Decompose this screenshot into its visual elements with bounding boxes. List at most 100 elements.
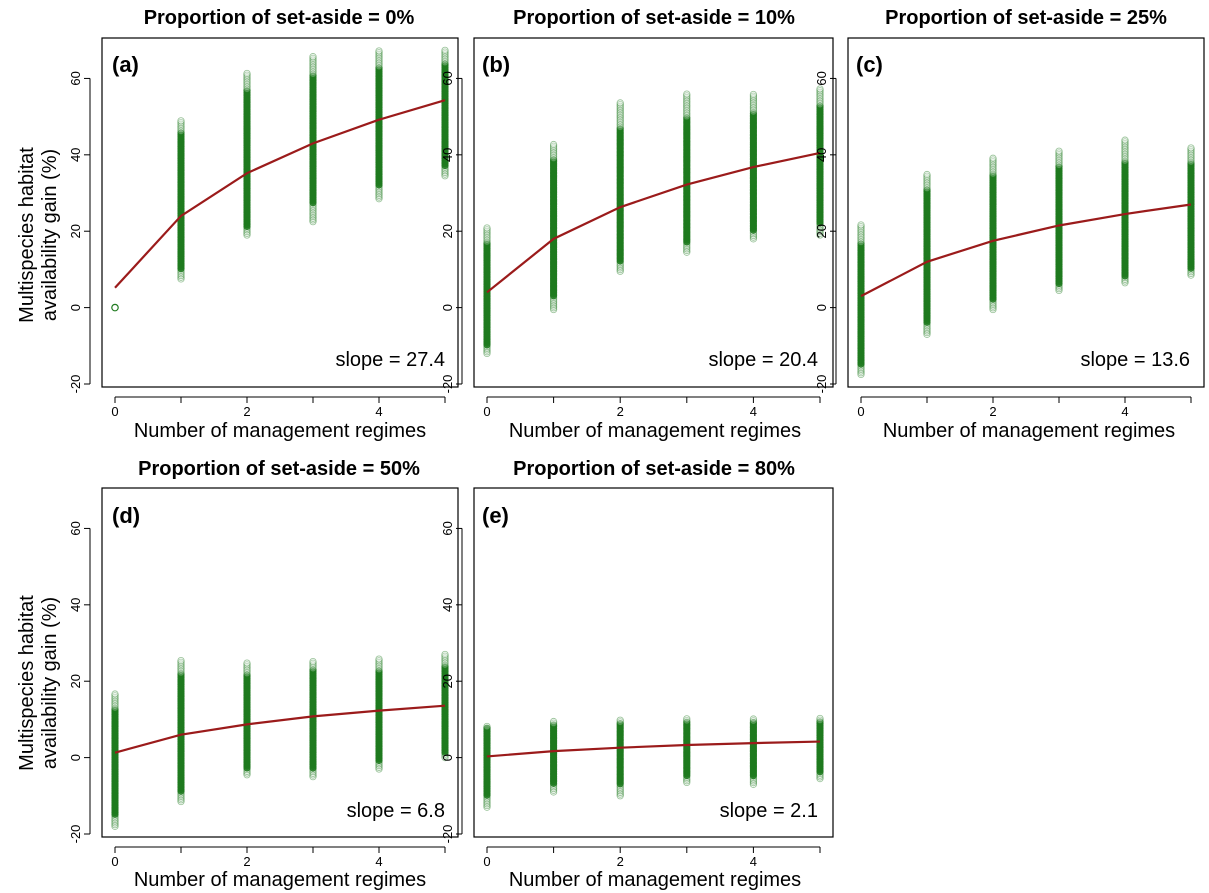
data-point [483, 236, 491, 244]
data-point [923, 184, 931, 192]
data-point [483, 229, 491, 237]
data-point [616, 267, 624, 275]
data-point [923, 182, 931, 191]
data-point [1121, 158, 1129, 167]
data-point [749, 715, 758, 723]
y-tick-label: -20 [440, 375, 455, 394]
data-point [177, 667, 185, 675]
data-point [816, 90, 824, 98]
data-point [243, 69, 251, 78]
data-point [375, 655, 383, 663]
data-point [1187, 271, 1195, 279]
fitted-line [114, 704, 446, 754]
data-point [749, 780, 758, 788]
data-point [177, 120, 185, 128]
data-point [1055, 151, 1063, 159]
data-point [989, 304, 997, 312]
data-point [375, 191, 383, 199]
data-point [923, 186, 931, 194]
data-point [616, 119, 624, 128]
data-point [111, 819, 119, 827]
panel-label: (d) [112, 503, 140, 528]
x-tick-label: 4 [375, 854, 382, 869]
data-point [749, 235, 758, 243]
data-point [111, 705, 119, 714]
data-point [441, 57, 449, 65]
data-point [549, 144, 558, 152]
data-point [375, 188, 383, 196]
y-tick-label: 0 [440, 304, 455, 311]
data-point [375, 57, 383, 65]
data-point [923, 179, 931, 187]
data-point [989, 302, 997, 310]
data-point [616, 116, 624, 124]
data-point [989, 170, 997, 178]
y-axis-label-top-line2: availability gain (%) [39, 149, 61, 321]
data-point [483, 226, 491, 234]
data-point [1187, 159, 1195, 168]
data-point [111, 817, 119, 825]
data-point [549, 299, 558, 307]
data-point [309, 657, 317, 666]
data-point [1121, 145, 1129, 153]
data-point [683, 105, 691, 114]
data-point [816, 87, 824, 95]
data-point [441, 51, 449, 60]
data-point [483, 348, 491, 356]
data-point [177, 658, 185, 666]
x-tick-label: 0 [111, 854, 118, 869]
data-point [243, 671, 251, 679]
y-tick-label: 40 [68, 598, 83, 612]
data-point [309, 212, 317, 221]
data-point [309, 58, 317, 66]
panel-c: Proportion of set-aside = 25% (c) -20020… [814, 7, 1205, 442]
data-point [375, 50, 383, 58]
data-point [816, 95, 824, 103]
panel-label: (e) [482, 503, 509, 528]
data-point [309, 59, 317, 68]
data-point [857, 369, 865, 377]
data-point [309, 664, 317, 673]
data-point [375, 763, 383, 771]
data-point [441, 50, 449, 58]
data-point [989, 171, 997, 180]
data-point [549, 304, 558, 312]
data-point [375, 662, 383, 670]
data-point [441, 656, 449, 664]
data-point [375, 61, 383, 69]
data-point [683, 715, 691, 723]
data-point [441, 46, 449, 54]
data-point [375, 665, 383, 673]
x-tick-label: 4 [375, 404, 382, 419]
data-point [683, 107, 691, 115]
data-point [683, 718, 691, 726]
data-point [616, 118, 624, 126]
data-point [989, 164, 997, 173]
data-point [309, 68, 317, 76]
data-point [616, 99, 624, 107]
data-point [441, 659, 449, 667]
plot-area: -20 0 20 40 60 0 2 4 [440, 521, 824, 869]
data-point [243, 81, 251, 90]
data-point [816, 718, 824, 726]
data-point [857, 367, 865, 375]
y-tick-label: 20 [440, 224, 455, 238]
data-point [483, 238, 491, 246]
data-point [616, 102, 624, 110]
data-point [549, 142, 558, 150]
data-point [483, 239, 491, 248]
y-tick-label: 40 [68, 148, 83, 162]
data-point [857, 226, 865, 234]
x-axis-label: Number of management regimes [509, 869, 801, 891]
y-tick-label: -20 [68, 375, 83, 394]
x-tick-label: 4 [750, 404, 757, 419]
data-point [549, 147, 558, 155]
data-point [1055, 154, 1063, 162]
y-tick-label: 60 [68, 71, 83, 85]
panel-label: (a) [112, 52, 139, 77]
data-point [857, 233, 865, 241]
data-point [749, 99, 758, 107]
data-point [683, 245, 691, 253]
data-point [1055, 152, 1063, 160]
